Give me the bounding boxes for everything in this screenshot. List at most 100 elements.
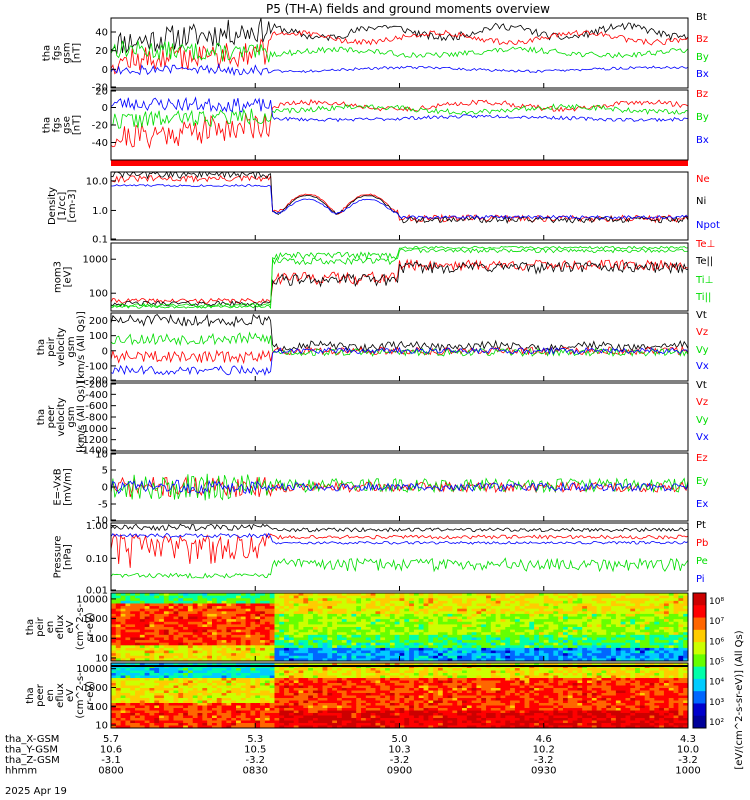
- heatmap-cell: [216, 595, 222, 599]
- heatmap-cell: [462, 613, 468, 617]
- heatmap-cell: [226, 608, 232, 612]
- heatmap-cell: [495, 619, 501, 623]
- heatmap-cell: [394, 678, 400, 681]
- heatmap-cell: [601, 640, 607, 644]
- heatmap-cell: [370, 710, 376, 714]
- heatmap-cell: [274, 680, 280, 684]
- heatmap-cell: [245, 595, 251, 599]
- heatmap-cell: [332, 703, 338, 706]
- heatmap-cell: [457, 595, 463, 599]
- heatmap-cell: [159, 616, 165, 620]
- heatmap-cell: [173, 703, 179, 706]
- heatmap-cell: [389, 593, 396, 597]
- heatmap-cell: [399, 613, 405, 617]
- heatmap-cell: [380, 619, 386, 623]
- heatmap-cell: [178, 637, 184, 641]
- heatmap-cell: [611, 637, 617, 641]
- heatmap-cell: [245, 653, 251, 657]
- heatmap-cell: [139, 683, 146, 686]
- heatmap-cell: [163, 713, 170, 716]
- heatmap-cell: [361, 680, 367, 684]
- heatmap-cell: [639, 619, 646, 623]
- heatmap-cell: [447, 598, 453, 602]
- heatmap-cell: [163, 621, 170, 625]
- heatmap-cell: [611, 647, 617, 651]
- heatmap-cell: [428, 629, 434, 633]
- heatmap-cell: [380, 678, 386, 681]
- heatmap-cell: [336, 603, 343, 607]
- heatmap-cell: [582, 621, 588, 625]
- heatmap-cell: [462, 593, 468, 597]
- heatmap-cell: [596, 606, 602, 610]
- heatmap-cell: [149, 608, 155, 612]
- heatmap-cell: [308, 658, 314, 662]
- heatmap-cell: [534, 634, 540, 638]
- heatmap-cell: [226, 624, 232, 628]
- heatmap-cell: [192, 608, 198, 612]
- heatmap-cell: [197, 705, 203, 709]
- heatmap-cell: [197, 683, 203, 686]
- heatmap-cell: [380, 658, 386, 662]
- heatmap-cell: [135, 700, 141, 704]
- heatmap-cell: [250, 715, 256, 719]
- heatmap-cell: [130, 670, 136, 674]
- heatmap-cell: [341, 668, 348, 671]
- heatmap-cell: [389, 613, 396, 617]
- heatmap-cell: [154, 663, 160, 666]
- heatmap-cell: [471, 613, 477, 617]
- heatmap-cell: [351, 685, 357, 689]
- y-tick-label: 10000: [76, 594, 108, 605]
- heatmap-cell: [279, 675, 285, 679]
- heatmap-cell: [567, 595, 573, 599]
- heatmap-cell: [346, 595, 352, 599]
- heatmap-cell: [615, 616, 622, 620]
- heatmap-cell: [649, 629, 655, 633]
- heatmap-cell: [567, 653, 573, 657]
- heatmap-cell: [529, 603, 535, 607]
- heatmap-cell: [433, 650, 439, 654]
- heatmap-cell: [154, 688, 160, 691]
- heatmap-cell: [336, 655, 343, 659]
- heatmap-cell: [168, 700, 174, 704]
- heatmap-cell: [274, 624, 280, 628]
- heatmap-cell: [154, 715, 160, 719]
- heatmap-cell: [490, 624, 497, 628]
- heatmap-cell: [197, 624, 203, 628]
- heatmap-cell: [356, 710, 362, 714]
- heatmap-cell: [495, 613, 501, 617]
- heatmap-cell: [264, 668, 271, 671]
- heatmap-cell: [317, 642, 323, 646]
- heatmap-cell: [529, 645, 535, 649]
- heatmap-cell: [163, 655, 170, 659]
- heatmap-cell: [135, 710, 141, 714]
- heatmap-cell: [115, 680, 122, 684]
- heatmap-cell: [159, 698, 165, 701]
- heatmap-cell: [317, 700, 323, 704]
- heatmap-cell: [389, 675, 396, 679]
- heatmap-cell: [317, 680, 323, 684]
- y-tick-label: 0: [102, 483, 108, 494]
- heatmap-cell: [312, 708, 319, 711]
- heatmap-cell: [125, 693, 131, 696]
- legend-entry: Ni: [696, 196, 706, 207]
- heatmap-cell: [255, 680, 261, 684]
- heatmap-cell: [510, 613, 516, 617]
- heatmap-cell: [168, 621, 174, 625]
- heatmap-cell: [139, 647, 146, 651]
- heatmap-cell: [404, 688, 410, 691]
- heatmap-cell: [197, 720, 203, 724]
- heatmap-cell: [173, 675, 179, 679]
- heatmap-cell: [370, 629, 376, 633]
- heatmap-cell: [668, 629, 674, 633]
- legend-entry: Vx: [696, 432, 709, 443]
- heatmap-cell: [385, 653, 391, 657]
- heatmap-cell: [245, 710, 251, 714]
- heatmap-cell: [120, 600, 126, 604]
- heatmap-cell: [457, 598, 463, 602]
- heatmap-cell: [250, 595, 256, 599]
- heatmap-cell: [231, 688, 237, 691]
- heatmap-cell: [173, 663, 179, 666]
- heatmap-cell: [226, 718, 232, 721]
- series-line-Pi: [110, 532, 689, 545]
- heatmap-cell: [135, 653, 141, 657]
